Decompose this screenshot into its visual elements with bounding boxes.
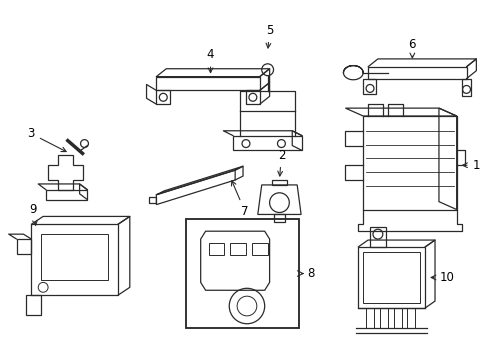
Text: 2: 2 bbox=[277, 149, 285, 176]
Text: 8: 8 bbox=[306, 267, 314, 280]
Text: 6: 6 bbox=[408, 38, 415, 58]
Text: 9: 9 bbox=[29, 203, 37, 225]
Text: 10: 10 bbox=[430, 271, 453, 284]
Text: 5: 5 bbox=[265, 24, 273, 48]
Text: 4: 4 bbox=[206, 49, 214, 73]
Text: 1: 1 bbox=[462, 159, 479, 172]
Text: 3: 3 bbox=[28, 127, 66, 152]
Text: 7: 7 bbox=[231, 181, 248, 218]
